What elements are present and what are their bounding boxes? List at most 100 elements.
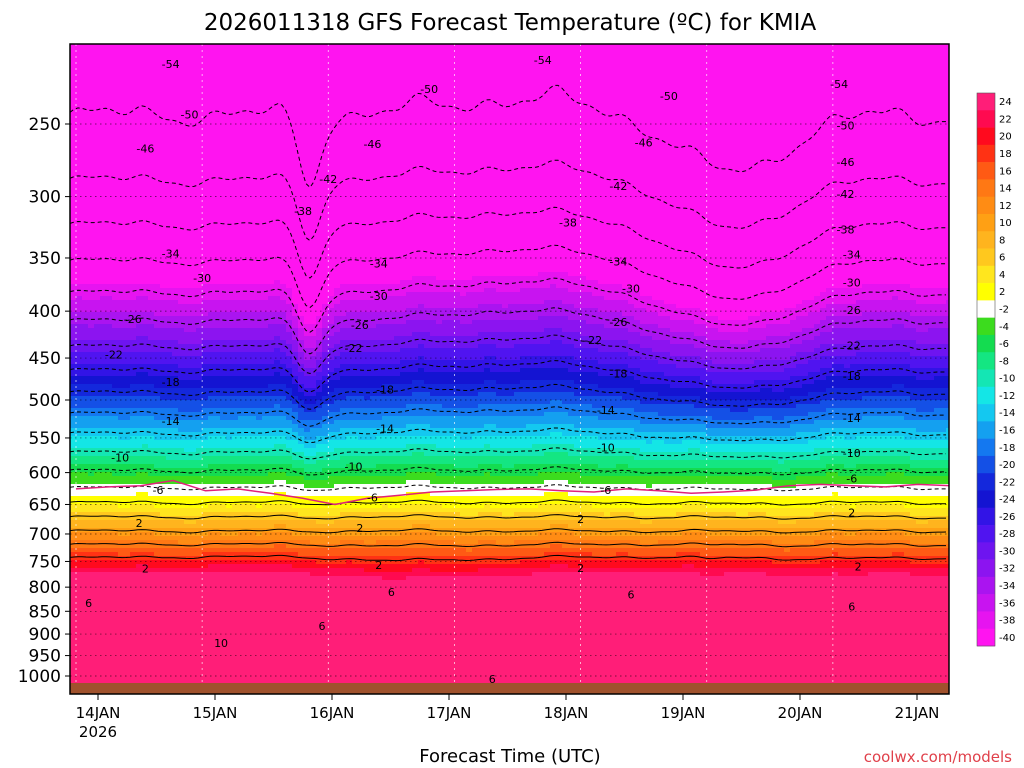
field-cell (208, 440, 215, 445)
field-cell (154, 272, 161, 277)
field-cell (130, 640, 137, 645)
field-cell (226, 632, 233, 637)
field-cell (118, 628, 125, 633)
field-cell (100, 300, 107, 305)
field-cell (178, 524, 185, 529)
field-cell (166, 240, 173, 245)
field-cell (124, 164, 131, 169)
field-cell (82, 308, 89, 313)
field-cell (124, 636, 131, 641)
field-cell (220, 256, 227, 261)
field-cell (82, 372, 89, 377)
field-cell (196, 92, 203, 97)
field-cell (172, 524, 179, 529)
field-cell (88, 508, 95, 513)
field-cell (118, 636, 125, 641)
field-cell (76, 356, 83, 361)
field-cell (100, 44, 107, 49)
field-cell (214, 608, 221, 613)
field-cell (130, 564, 137, 569)
field-cell (178, 268, 185, 273)
field-cell (118, 388, 125, 393)
field-cell (88, 516, 95, 521)
field-cell (136, 496, 143, 501)
field-cell (190, 200, 197, 205)
field-cell (88, 524, 95, 529)
field-cell (100, 344, 107, 349)
field-cell (232, 488, 239, 493)
field-cell (184, 252, 191, 257)
field-cell (196, 488, 203, 493)
field-cell (160, 536, 167, 541)
field-cell (118, 196, 125, 201)
field-cell (172, 384, 179, 389)
field-cell (94, 252, 101, 257)
field-cell (154, 276, 161, 281)
field-cell (94, 460, 101, 465)
field-cell (214, 336, 221, 341)
field-cell (154, 460, 161, 465)
field-cell (82, 112, 89, 117)
field-cell (202, 52, 209, 57)
field-cell (178, 540, 185, 545)
field-cell (160, 400, 167, 405)
field-cell (136, 316, 143, 321)
field-cell (214, 624, 221, 629)
field-cell (142, 500, 149, 505)
field-cell (226, 328, 233, 333)
field-cell (136, 524, 143, 529)
field-cell (70, 412, 77, 417)
field-cell (220, 620, 227, 625)
field-cell (196, 88, 203, 93)
field-cell (166, 580, 173, 585)
field-cell (70, 392, 77, 397)
field-cell (76, 596, 83, 601)
field-cell (82, 332, 89, 337)
field-cell (142, 312, 149, 317)
field-cell (106, 316, 113, 321)
field-cell (88, 404, 95, 409)
field-cell (238, 252, 245, 257)
field-cell (166, 276, 173, 281)
field-cell (142, 260, 149, 265)
field-cell (142, 580, 149, 585)
field-cell (148, 208, 155, 213)
field-cell (148, 476, 155, 481)
field-cell (82, 92, 89, 97)
field-cell (184, 616, 191, 621)
field-cell (178, 292, 185, 297)
field-cell (244, 284, 251, 289)
field-cell (184, 632, 191, 637)
field-cell (184, 600, 191, 605)
field-cell (196, 376, 203, 381)
field-cell (112, 396, 119, 401)
field-cell (220, 212, 227, 217)
field-cell (94, 648, 101, 653)
field-cell (166, 108, 173, 113)
field-cell (190, 308, 197, 313)
field-cell (154, 476, 161, 481)
field-cell (106, 376, 113, 381)
field-cell (94, 88, 101, 93)
field-cell (190, 612, 197, 617)
field-cell (118, 592, 125, 597)
field-cell (196, 112, 203, 117)
field-cell (220, 608, 227, 613)
field-cell (172, 360, 179, 365)
field-cell (88, 360, 95, 365)
field-cell (136, 256, 143, 261)
field-cell (100, 48, 107, 53)
field-cell (244, 120, 251, 125)
field-cell (124, 624, 131, 629)
field-cell (100, 196, 107, 201)
field-cell (70, 72, 77, 77)
field-cell (94, 52, 101, 57)
field-cell (202, 496, 209, 501)
field-cell (220, 56, 227, 61)
field-cell (196, 360, 203, 365)
field-cell (232, 564, 239, 569)
field-cell (190, 208, 197, 213)
field-cell (100, 480, 107, 485)
field-cell (124, 228, 131, 233)
field-cell (208, 176, 215, 181)
